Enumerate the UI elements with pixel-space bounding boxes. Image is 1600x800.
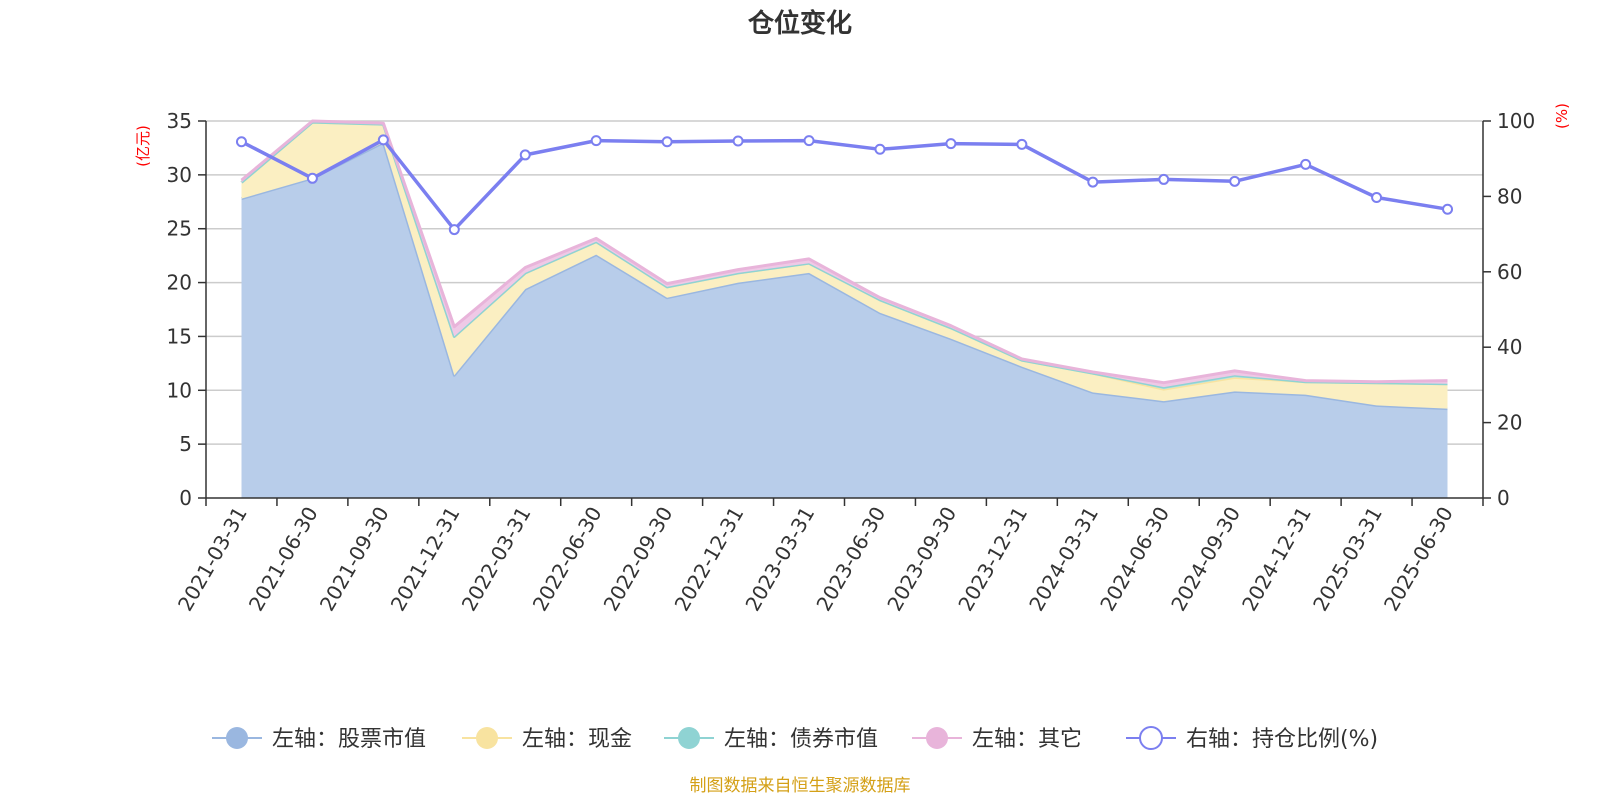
x-tick-label: 2023-06-30 <box>811 503 890 616</box>
x-tick-label: 2024-06-30 <box>1095 503 1174 616</box>
y-right-tick-label: 0 <box>1497 486 1510 510</box>
ratio-point <box>945 138 957 150</box>
y-left-tick-label: 10 <box>167 378 192 402</box>
y-left-tick-label: 15 <box>167 324 192 348</box>
legend-marker <box>476 727 498 749</box>
x-tick-label: 2021-06-30 <box>244 503 323 616</box>
ratio-point <box>235 136 247 148</box>
legend-marker <box>226 727 248 749</box>
ratio-point <box>661 136 673 148</box>
y-left-tick-label: 30 <box>167 163 192 187</box>
ratio-point <box>377 134 389 146</box>
y-left-tick-label: 0 <box>179 486 192 510</box>
y-left-tick-label: 25 <box>167 217 192 241</box>
ratio-point <box>732 135 744 147</box>
y-left-tick-label: 5 <box>179 432 192 456</box>
legend-label: 左轴：债券市值 <box>724 727 878 752</box>
ratio-line-series <box>235 134 1454 236</box>
ratio-point <box>803 135 815 147</box>
ratio-point <box>874 143 886 155</box>
chart-title: 仓位变化 <box>747 8 852 39</box>
y-right-tick-label: 100 <box>1497 109 1535 133</box>
ratio-point <box>1016 138 1028 150</box>
y-right-tick-label: 20 <box>1497 411 1522 435</box>
x-tick-label: 2025-06-30 <box>1379 503 1458 616</box>
x-tick-label: 2023-12-31 <box>953 503 1032 616</box>
ratio-point <box>1371 192 1383 204</box>
legend-label: 右轴：持仓比例(%) <box>1186 727 1378 752</box>
y-right-tick-label: 80 <box>1497 184 1522 208</box>
legend-label: 左轴：现金 <box>522 727 632 752</box>
x-tick-label: 2025-03-31 <box>1308 503 1387 616</box>
x-tick-label: 2023-03-31 <box>740 503 819 616</box>
x-tick-label: 2022-06-30 <box>528 503 607 616</box>
area-line-3 <box>240 119 1448 385</box>
ratio-point <box>1442 203 1454 215</box>
ratio-point <box>519 149 531 161</box>
legend-label: 左轴：股票市值 <box>272 727 426 752</box>
y-left-unit-label: (亿元) <box>134 125 152 167</box>
legend-marker <box>678 727 700 749</box>
y-right-tick-label: 60 <box>1497 260 1522 284</box>
legend-marker-hollow <box>1139 726 1163 750</box>
x-tick-label: 2021-03-31 <box>173 503 252 616</box>
x-tick-label: 2024-03-31 <box>1024 503 1103 616</box>
y-left-tick-label: 20 <box>167 271 192 295</box>
y-right-tick-label: 40 <box>1497 335 1522 359</box>
ratio-point <box>448 224 460 236</box>
x-tick-label: 2021-09-30 <box>315 503 394 616</box>
ratio-point <box>1087 176 1099 188</box>
ratio-point <box>1158 173 1170 185</box>
y-left-tick-label: 35 <box>167 109 192 133</box>
x-tick-label: 2022-12-31 <box>670 503 749 616</box>
ratio-point <box>1229 175 1241 187</box>
legend: 左轴：股票市值 左轴：现金 左轴：债券市值 左轴：其它 右轴：持仓比例(%) <box>212 726 1378 752</box>
x-tick-label: 2024-09-30 <box>1166 503 1245 616</box>
x-tick-label: 2024-12-31 <box>1237 503 1316 616</box>
x-tick-label: 2022-09-30 <box>599 503 678 616</box>
y-right-unit-label: (%) <box>1553 103 1571 129</box>
ratio-point <box>1300 158 1312 170</box>
area-series <box>240 119 1448 498</box>
legend-marker <box>926 727 948 749</box>
legend-label: 左轴：其它 <box>972 727 1082 752</box>
ratio-line <box>240 138 1448 232</box>
ratio-point <box>590 135 602 147</box>
x-tick-label: 2021-12-31 <box>386 503 465 616</box>
data-source-footer: 制图数据来自恒生聚源数据库 <box>690 776 911 796</box>
ratio-point <box>306 172 318 184</box>
area-fill-0 <box>241 142 1448 498</box>
x-tick-label: 2022-03-31 <box>457 503 536 616</box>
x-tick-label: 2023-09-30 <box>882 503 961 616</box>
